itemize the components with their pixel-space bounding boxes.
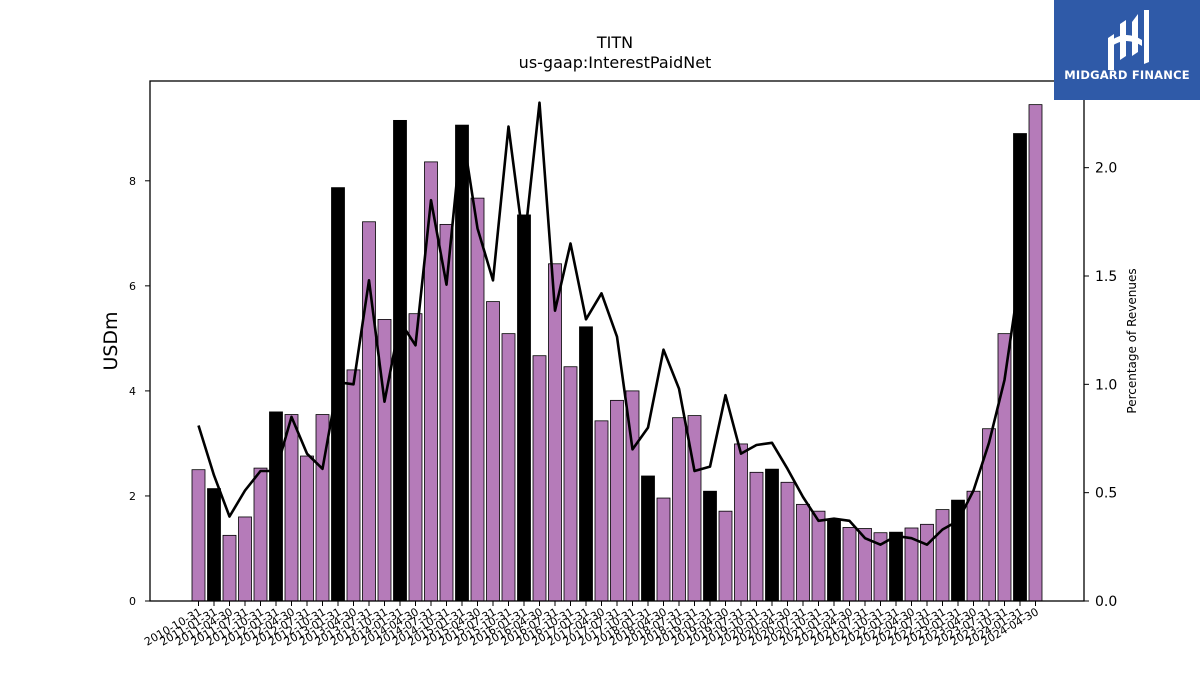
bar: [548, 263, 562, 602]
y-tick-label: 2: [129, 490, 136, 503]
bar: [610, 399, 624, 602]
bar: [331, 187, 345, 602]
bar: [935, 509, 950, 602]
bar: [594, 420, 609, 602]
bar: [703, 490, 717, 602]
chart-title: TITN: [596, 33, 633, 52]
bar: [765, 468, 779, 602]
bar: [563, 366, 578, 602]
bar: [811, 510, 826, 602]
y-tick-label: 6: [129, 280, 136, 293]
bar: [842, 527, 857, 602]
bar: [780, 481, 795, 602]
y-axis-label: USDm: [100, 311, 122, 370]
bar: [827, 519, 841, 602]
chart-subtitle: us-gaap:InterestPaidNet: [519, 53, 712, 72]
bar: [408, 313, 423, 602]
bar: [966, 490, 981, 602]
bar: [207, 488, 221, 602]
bar: [300, 455, 314, 602]
bar: [672, 417, 686, 602]
bars-layer: [191, 104, 1043, 602]
bar: [579, 326, 593, 602]
brand-logo: MIDGARD FINANCE: [1054, 0, 1200, 100]
bar: [1013, 133, 1027, 602]
y-tick-label: 0: [129, 595, 136, 608]
bar: [470, 197, 485, 602]
bar: [222, 534, 237, 602]
bar: [269, 411, 283, 602]
y-axis-right: 0.0 0.5 1.0 1.5 2.0: [1084, 161, 1117, 610]
logo-mark-icon: [1054, 0, 1200, 100]
y2-tick-label: 2.0: [1095, 161, 1117, 177]
bar: [362, 221, 376, 602]
x-axis: 2010-10-312011-01-312011-04-302011-07-31…: [142, 601, 1041, 649]
bar: [501, 333, 516, 602]
bar: [656, 497, 671, 602]
bar: [951, 499, 965, 602]
bar: [517, 214, 531, 602]
brand-name: MIDGARD FINANCE: [1064, 68, 1190, 82]
bar: [718, 510, 733, 602]
bar: [920, 523, 934, 602]
line-layer: [197, 101, 1022, 546]
revenue-percentage-line: [197, 101, 1022, 546]
bar: [393, 119, 407, 602]
y2-tick-label: 1.5: [1095, 269, 1117, 285]
bar: [253, 467, 268, 602]
bar: [486, 301, 500, 602]
bar: [191, 469, 206, 602]
bar: [889, 531, 903, 602]
bar: [734, 443, 748, 602]
y2-tick-label: 0.5: [1095, 486, 1117, 502]
y2-axis-label: Percentage of Revenues: [1125, 268, 1139, 413]
bar: [346, 369, 361, 602]
y2-tick-label: 1.0: [1095, 377, 1117, 393]
bar: [1028, 104, 1043, 602]
bar: [455, 124, 469, 602]
bar: [532, 355, 547, 602]
y-tick-label: 4: [129, 385, 136, 398]
bar: [284, 414, 299, 602]
bar: [641, 475, 655, 602]
y-axis-left: 0 2 4 6 8: [129, 175, 150, 608]
bar: [238, 516, 252, 602]
y-tick-label: 8: [129, 175, 136, 188]
bar: [796, 503, 810, 602]
y2-tick-label: 0.0: [1095, 594, 1117, 610]
bar: [749, 471, 764, 602]
